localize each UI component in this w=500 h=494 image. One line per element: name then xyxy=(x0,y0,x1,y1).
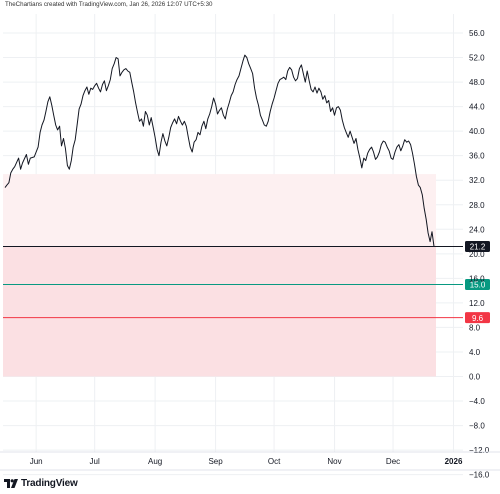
support-level-badge[interactable] xyxy=(465,278,490,290)
price-zone xyxy=(3,174,436,247)
stop-level-badge-label: 9.6 xyxy=(472,314,484,323)
y-tick-label: 40.0 xyxy=(469,127,485,136)
chart-caption: TheChartians created with TradingView.co… xyxy=(5,1,213,8)
x-tick-label: Aug xyxy=(148,457,162,466)
support-level-badge-label: 15.0 xyxy=(470,281,486,290)
y-tick-label: 4.0 xyxy=(469,348,481,357)
y-tick-label: 32.0 xyxy=(469,176,485,185)
y-tick-label: 56.0 xyxy=(469,29,485,38)
y-tick-label: 20.0 xyxy=(469,250,485,259)
tradingview-logo-icon xyxy=(4,478,18,488)
y-tick-label: −16.0 xyxy=(469,471,490,480)
y-tick-label: 52.0 xyxy=(469,54,485,63)
y-tick-label: 28.0 xyxy=(469,201,485,210)
price-line[interactable] xyxy=(4,54,435,247)
x-tick-label: Dec xyxy=(386,457,400,466)
price-zone xyxy=(3,246,436,377)
y-tick-label: 0.0 xyxy=(469,373,481,382)
y-tick-label: 16.0 xyxy=(469,274,485,283)
x-tick-label: Jun xyxy=(30,457,43,466)
x-tick-label: 2026 xyxy=(445,457,463,466)
x-tick-label: Nov xyxy=(327,457,341,466)
y-tick-label: −4.0 xyxy=(469,397,485,406)
x-tick-label: Oct xyxy=(268,457,281,466)
stop-level-badge[interactable] xyxy=(465,312,490,324)
y-tick-label: 8.0 xyxy=(469,323,481,332)
y-tick-label: −12.0 xyxy=(469,446,490,455)
current-price-badge[interactable] xyxy=(465,240,490,252)
tradingview-branding[interactable]: TradingView xyxy=(4,476,78,490)
x-tick-label: Sep xyxy=(208,457,223,466)
y-tick-label: 24.0 xyxy=(469,225,485,234)
y-tick-label: −8.0 xyxy=(469,422,485,431)
tradingview-brand-name: TradingView xyxy=(21,477,78,489)
x-tick-label: Jul xyxy=(90,457,100,466)
current-price-badge-label: 21.2 xyxy=(470,243,486,252)
y-tick-label: 44.0 xyxy=(469,103,485,112)
y-tick-label: 36.0 xyxy=(469,152,485,161)
y-tick-label: 12.0 xyxy=(469,299,485,308)
y-tick-label: 48.0 xyxy=(469,78,485,87)
